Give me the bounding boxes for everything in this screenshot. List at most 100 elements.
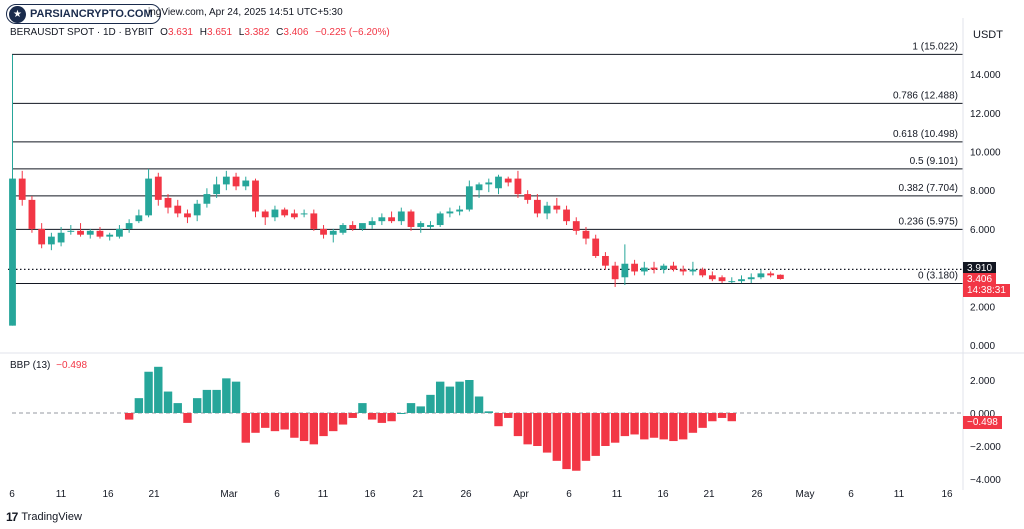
candle-body <box>47 236 55 245</box>
bbp-bar <box>397 413 406 414</box>
candle-body <box>9 178 16 326</box>
bbp-bar <box>678 413 688 440</box>
candle-body <box>728 281 736 283</box>
symbol-header: BERAUSDT SPOT · 1D · BYBIT O3.631 H3.651… <box>10 27 390 38</box>
time-tick-label: Mar <box>220 489 238 500</box>
bbp-bar <box>630 413 639 435</box>
bbp-bar <box>367 413 377 420</box>
candle-body <box>38 228 46 245</box>
candle-body <box>18 178 26 200</box>
time-tick-label: 6 <box>566 489 572 500</box>
bbp-bar <box>659 413 668 440</box>
logo-icon: ★ <box>9 5 26 23</box>
indicator-tick-label: 2.000 <box>970 376 995 387</box>
candle-body <box>116 228 123 237</box>
candle-body <box>184 213 191 218</box>
price-tick-label: 10.000 <box>970 148 1001 159</box>
bbp-bar <box>649 413 659 438</box>
candle-body <box>699 269 707 276</box>
candle-body <box>368 221 376 226</box>
symbol-name: BERAUSDT SPOT · 1D · BYBIT <box>10 27 154 38</box>
price-tick-label: 2.000 <box>970 302 995 313</box>
candle-body <box>106 234 114 237</box>
candle-body <box>631 263 638 272</box>
bbp-bar <box>591 413 600 456</box>
candle-body <box>261 211 269 218</box>
tradingview-logo[interactable]: 17 TradingView <box>6 510 82 524</box>
bbp-bar <box>455 381 464 413</box>
price-tick-label: 14.000 <box>970 70 1001 81</box>
indicator-tick-label: 0.000 <box>970 409 995 420</box>
time-tick-label: 16 <box>102 489 114 500</box>
fib-label: 1 (15.022) <box>912 41 958 52</box>
bbp-bar <box>241 413 250 443</box>
bbp-bar <box>406 403 416 413</box>
price-tick-label: 0.000 <box>970 341 995 352</box>
bbp-bar <box>640 413 649 440</box>
candle-body <box>378 217 386 222</box>
candle-body <box>621 263 629 278</box>
time-tick-label: 16 <box>941 489 953 500</box>
candle-body <box>271 209 279 218</box>
fib-label: 0.618 (10.498) <box>893 129 958 140</box>
bbp-bar <box>542 413 552 453</box>
candle-body <box>164 197 172 208</box>
brand-watermark-text: PARSIANCRYPTO.COM <box>30 8 153 20</box>
candle-body <box>679 269 687 272</box>
bbp-bar <box>465 380 474 413</box>
candle-body <box>339 225 347 233</box>
bbp-bar <box>358 403 367 413</box>
indicator-value-badge: −0.498 <box>963 416 1002 429</box>
last-price-badge: 3.406 <box>963 273 997 286</box>
candle-body <box>28 199 36 229</box>
bbp-bar <box>270 413 280 432</box>
price-tick-label: 8.000 <box>970 186 995 197</box>
bbp-bar <box>572 413 581 471</box>
bbp-bar <box>708 413 717 422</box>
bbp-bar <box>183 413 192 423</box>
candle-body <box>592 238 600 256</box>
candle-body <box>465 186 473 210</box>
time-tick-label: 26 <box>460 489 472 500</box>
candle-body <box>514 178 522 195</box>
candle-body <box>290 213 298 218</box>
bbp-bar <box>290 413 299 438</box>
candle-body <box>349 225 357 229</box>
candle-body <box>456 209 464 212</box>
bbp-bar <box>329 413 338 432</box>
bbp-bar <box>309 413 319 445</box>
bbp-bar <box>474 396 484 413</box>
time-tick-label: May <box>796 489 815 500</box>
bbp-bar <box>727 413 736 422</box>
candle-body <box>67 230 75 232</box>
candle-body <box>232 176 240 187</box>
candle-body <box>174 205 182 214</box>
bbp-histogram <box>124 366 736 471</box>
bbp-bar <box>445 386 455 413</box>
candle-body <box>407 211 415 227</box>
published-info: ingView.com, Apr 24, 2025 14:51 UTC+5:30 <box>148 7 343 18</box>
bbp-bar <box>717 413 727 418</box>
countdown-badge: 14:38:31 <box>963 284 1010 297</box>
bbp-bar <box>435 381 445 413</box>
bbp-bar <box>202 389 212 413</box>
ohlc-open: 3.631 <box>167 27 193 38</box>
candle-body <box>572 221 580 231</box>
price-axis: 14.00012.00010.0008.0006.0004.0002.0000.… <box>0 18 1024 490</box>
bbp-bar <box>192 398 202 413</box>
candle-body <box>203 194 211 204</box>
candle-body <box>281 209 289 216</box>
candle-body <box>738 279 745 282</box>
ohlc-c-label: C <box>276 27 284 38</box>
candlestick-series <box>9 54 784 326</box>
bbp-bar <box>494 413 503 427</box>
candle-body <box>397 211 405 222</box>
time-tick-label: 6 <box>274 489 280 500</box>
ohlc-l-label: L <box>238 27 245 38</box>
bbp-bar <box>533 413 542 446</box>
time-tick-label: 6 <box>9 489 15 500</box>
fib-label: 0 (3.180) <box>918 270 958 281</box>
candle-body <box>446 211 454 214</box>
indicator-name: BBP (13) <box>10 360 51 371</box>
